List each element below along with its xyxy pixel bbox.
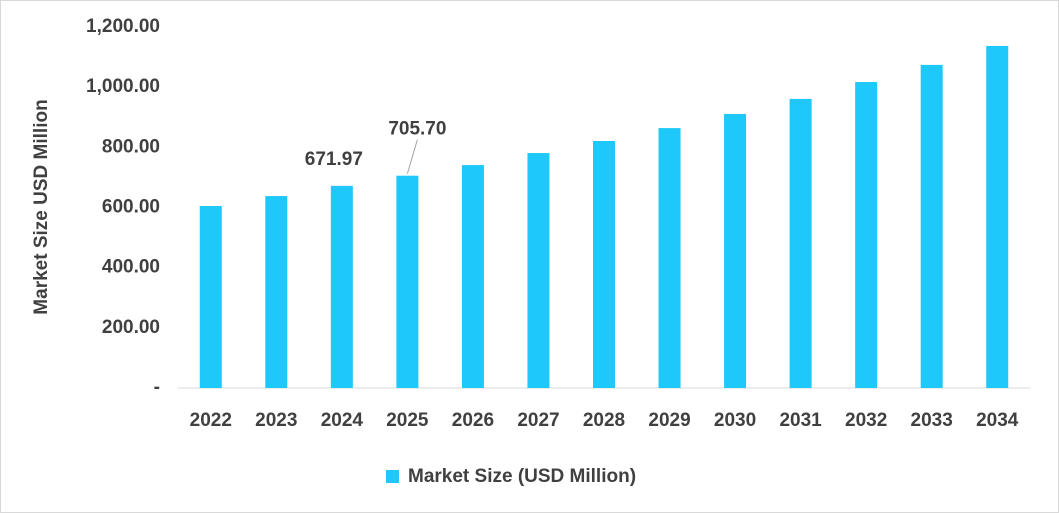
x-tick-label: 2023 bbox=[255, 410, 297, 431]
y-tick-label: 200.00 bbox=[102, 317, 160, 338]
x-tick-label: 2034 bbox=[976, 410, 1019, 431]
x-tick-label: 2029 bbox=[648, 410, 690, 431]
y-axis-title: Market Size USD Million bbox=[31, 99, 52, 314]
x-tick-label: 2026 bbox=[452, 410, 494, 431]
bar bbox=[265, 196, 288, 388]
x-tick-label: 2028 bbox=[583, 410, 625, 431]
bar bbox=[527, 153, 550, 388]
y-tick-label: 600.00 bbox=[102, 197, 160, 218]
x-tick-label: 2033 bbox=[911, 410, 953, 431]
data-label: 705.70 bbox=[388, 119, 446, 140]
x-tick-label: 2022 bbox=[190, 410, 232, 431]
bar bbox=[199, 205, 222, 388]
y-tick-label: 1,000.00 bbox=[86, 76, 160, 97]
leader-line bbox=[406, 139, 418, 174]
data-label: 671.97 bbox=[305, 149, 363, 170]
x-tick-label: 2030 bbox=[714, 410, 756, 431]
bar bbox=[855, 82, 878, 389]
x-tick-label: 2032 bbox=[845, 410, 887, 431]
bar bbox=[986, 45, 1009, 388]
x-tick-label: 2025 bbox=[386, 410, 429, 431]
x-tick-label: 2031 bbox=[779, 410, 822, 431]
legend-swatch bbox=[386, 470, 399, 483]
y-tick-label: 800.00 bbox=[102, 136, 160, 157]
bar bbox=[396, 175, 419, 388]
bar bbox=[593, 141, 615, 388]
bar bbox=[330, 185, 353, 388]
bar bbox=[789, 98, 812, 388]
legend-label: Market Size (USD Million) bbox=[408, 466, 636, 487]
y-tick-label: 400.00 bbox=[102, 257, 160, 278]
bar bbox=[658, 128, 681, 388]
y-tick-label: 1,200.00 bbox=[86, 16, 160, 37]
x-tick-label: 2027 bbox=[517, 410, 559, 431]
x-tick-label: 2024 bbox=[321, 410, 364, 431]
bar bbox=[461, 165, 484, 388]
y-tick-label: - bbox=[154, 377, 160, 398]
bar bbox=[724, 113, 747, 389]
bar bbox=[920, 64, 943, 388]
